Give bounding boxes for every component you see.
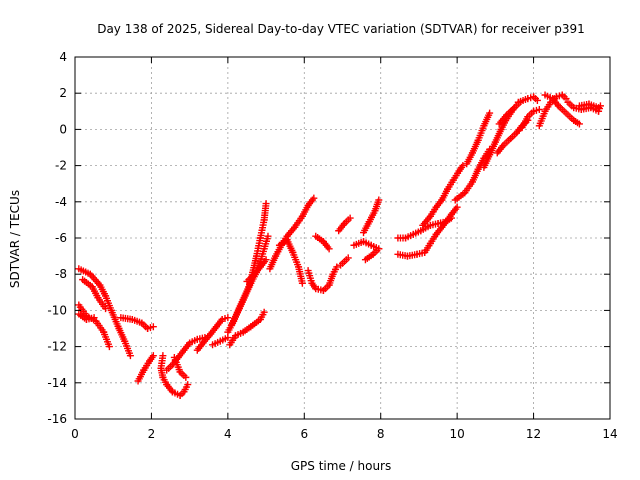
- x-tick-label: 10: [450, 427, 465, 441]
- satellite-track: [75, 265, 134, 360]
- x-tick-label: 6: [300, 427, 308, 441]
- y-tick-label: 2: [59, 86, 67, 100]
- data-point: [375, 245, 383, 253]
- satellite-track: [243, 256, 270, 285]
- y-tick-label: -14: [47, 376, 67, 390]
- data-point: [595, 104, 603, 112]
- satellite-track: [575, 100, 603, 112]
- satellite-track: [79, 276, 110, 313]
- satellite-track: [134, 352, 157, 385]
- y-tick-label: -8: [55, 267, 67, 281]
- data-point: [510, 104, 518, 112]
- x-tick-label: 8: [377, 427, 385, 441]
- y-tick-label: -4: [55, 195, 67, 209]
- data-point: [535, 105, 543, 113]
- satellite-track: [312, 232, 333, 253]
- x-axis-label: GPS time / hours: [291, 459, 392, 473]
- y-tick-label: 4: [59, 50, 67, 64]
- data-point: [149, 323, 157, 331]
- x-tick-label: 0: [71, 427, 79, 441]
- data-point: [325, 245, 333, 253]
- x-tick-label: 14: [602, 427, 617, 441]
- satellite-track: [75, 310, 98, 323]
- data-point: [298, 279, 306, 287]
- data-point: [486, 109, 494, 117]
- satellite-track: [228, 200, 270, 329]
- data-point: [562, 95, 570, 103]
- satellite-track: [275, 236, 306, 287]
- data-point: [262, 256, 270, 264]
- x-tick-labels: 0 2 4 6 8 10 12 14: [71, 427, 617, 441]
- y-tick-label: -16: [47, 412, 67, 426]
- satellite-track: [350, 238, 383, 253]
- data-point: [453, 203, 461, 211]
- y-tick-label: 0: [59, 122, 67, 136]
- data-point: [375, 196, 383, 204]
- data-point: [126, 352, 134, 360]
- y-axis-label: SDTVAR / TECUs: [8, 190, 22, 288]
- data-point: [575, 120, 583, 128]
- data-point: [262, 200, 270, 208]
- satellite-track: [514, 93, 541, 106]
- data-point: [105, 343, 113, 351]
- data-point: [459, 162, 467, 170]
- satellite-track: [419, 162, 467, 229]
- satellite-track: [360, 196, 383, 237]
- data-point: [149, 352, 157, 360]
- satellite-track: [170, 353, 190, 381]
- satellite-track: [266, 194, 318, 273]
- axis-ticks: [74, 56, 611, 420]
- x-tick-label: 4: [224, 427, 232, 441]
- data-point: [182, 373, 190, 381]
- data-point: [344, 254, 352, 262]
- data-points: [75, 91, 604, 399]
- satellite-track: [518, 105, 543, 132]
- y-tick-labels: -16 -14 -12 -10 -8 -6 -4 -2 0 2 4: [47, 50, 67, 426]
- y-tick-label: -6: [55, 231, 67, 245]
- data-point: [346, 214, 354, 222]
- satellite-track: [209, 334, 232, 349]
- x-tick-label: 2: [148, 427, 156, 441]
- satellite-track: [562, 109, 583, 128]
- data-point: [264, 232, 272, 240]
- data-point: [310, 194, 318, 202]
- satellite-track: [304, 263, 341, 294]
- y-tick-label: -10: [47, 303, 67, 317]
- data-point: [184, 381, 192, 389]
- satellite-track: [335, 214, 354, 235]
- data-point: [333, 263, 341, 271]
- satellite-track: [495, 104, 518, 128]
- satellite-track: [394, 214, 455, 242]
- data-point: [224, 314, 232, 322]
- satellite-track: [117, 314, 157, 332]
- y-tick-label: -12: [47, 340, 67, 354]
- y-tick-label: -2: [55, 159, 67, 173]
- data-point: [90, 314, 98, 322]
- chart-title: Day 138 of 2025, Sidereal Day-to-day VTE…: [97, 22, 585, 36]
- grid: [75, 57, 610, 419]
- satellite-track: [163, 334, 209, 374]
- data-point: [260, 308, 268, 316]
- x-tick-label: 12: [526, 427, 541, 441]
- satellite-track: [463, 109, 494, 168]
- satellite-track: [394, 203, 461, 260]
- satellite-track: [193, 314, 232, 354]
- data-point: [102, 305, 110, 313]
- satellite-track: [337, 254, 352, 269]
- data-point: [533, 96, 541, 104]
- satellite-track: [157, 352, 192, 399]
- satellite-track: [361, 245, 383, 264]
- satellite-track: [226, 308, 268, 349]
